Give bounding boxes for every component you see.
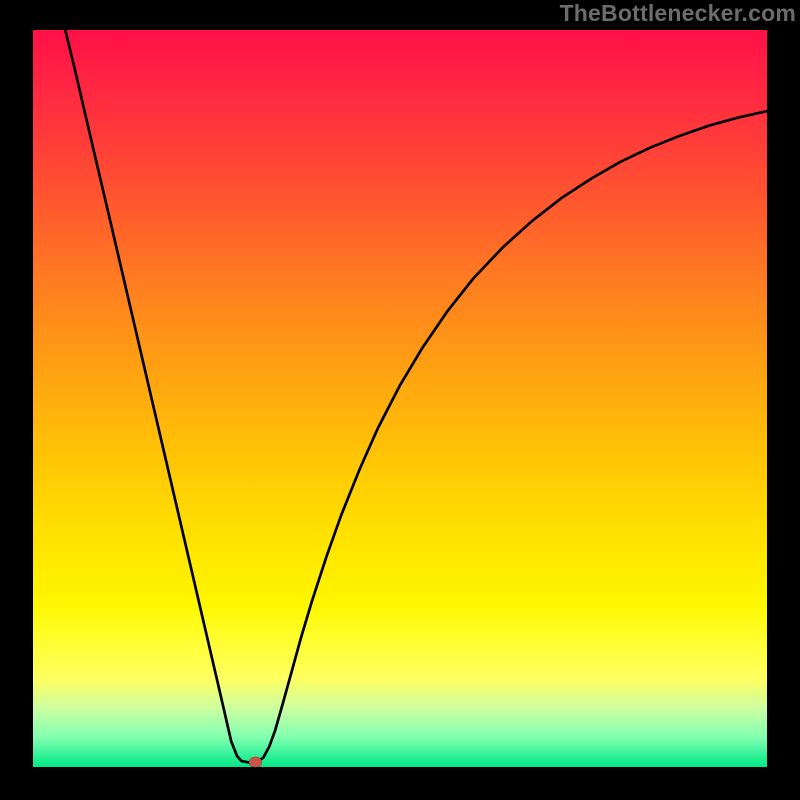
chart-frame: TheBottlenecker.com — [0, 0, 800, 800]
watermark-text: TheBottlenecker.com — [560, 0, 796, 27]
chart-marker-dot — [249, 757, 261, 768]
chart-plot-background — [33, 30, 767, 767]
gradient-chart — [0, 0, 800, 800]
